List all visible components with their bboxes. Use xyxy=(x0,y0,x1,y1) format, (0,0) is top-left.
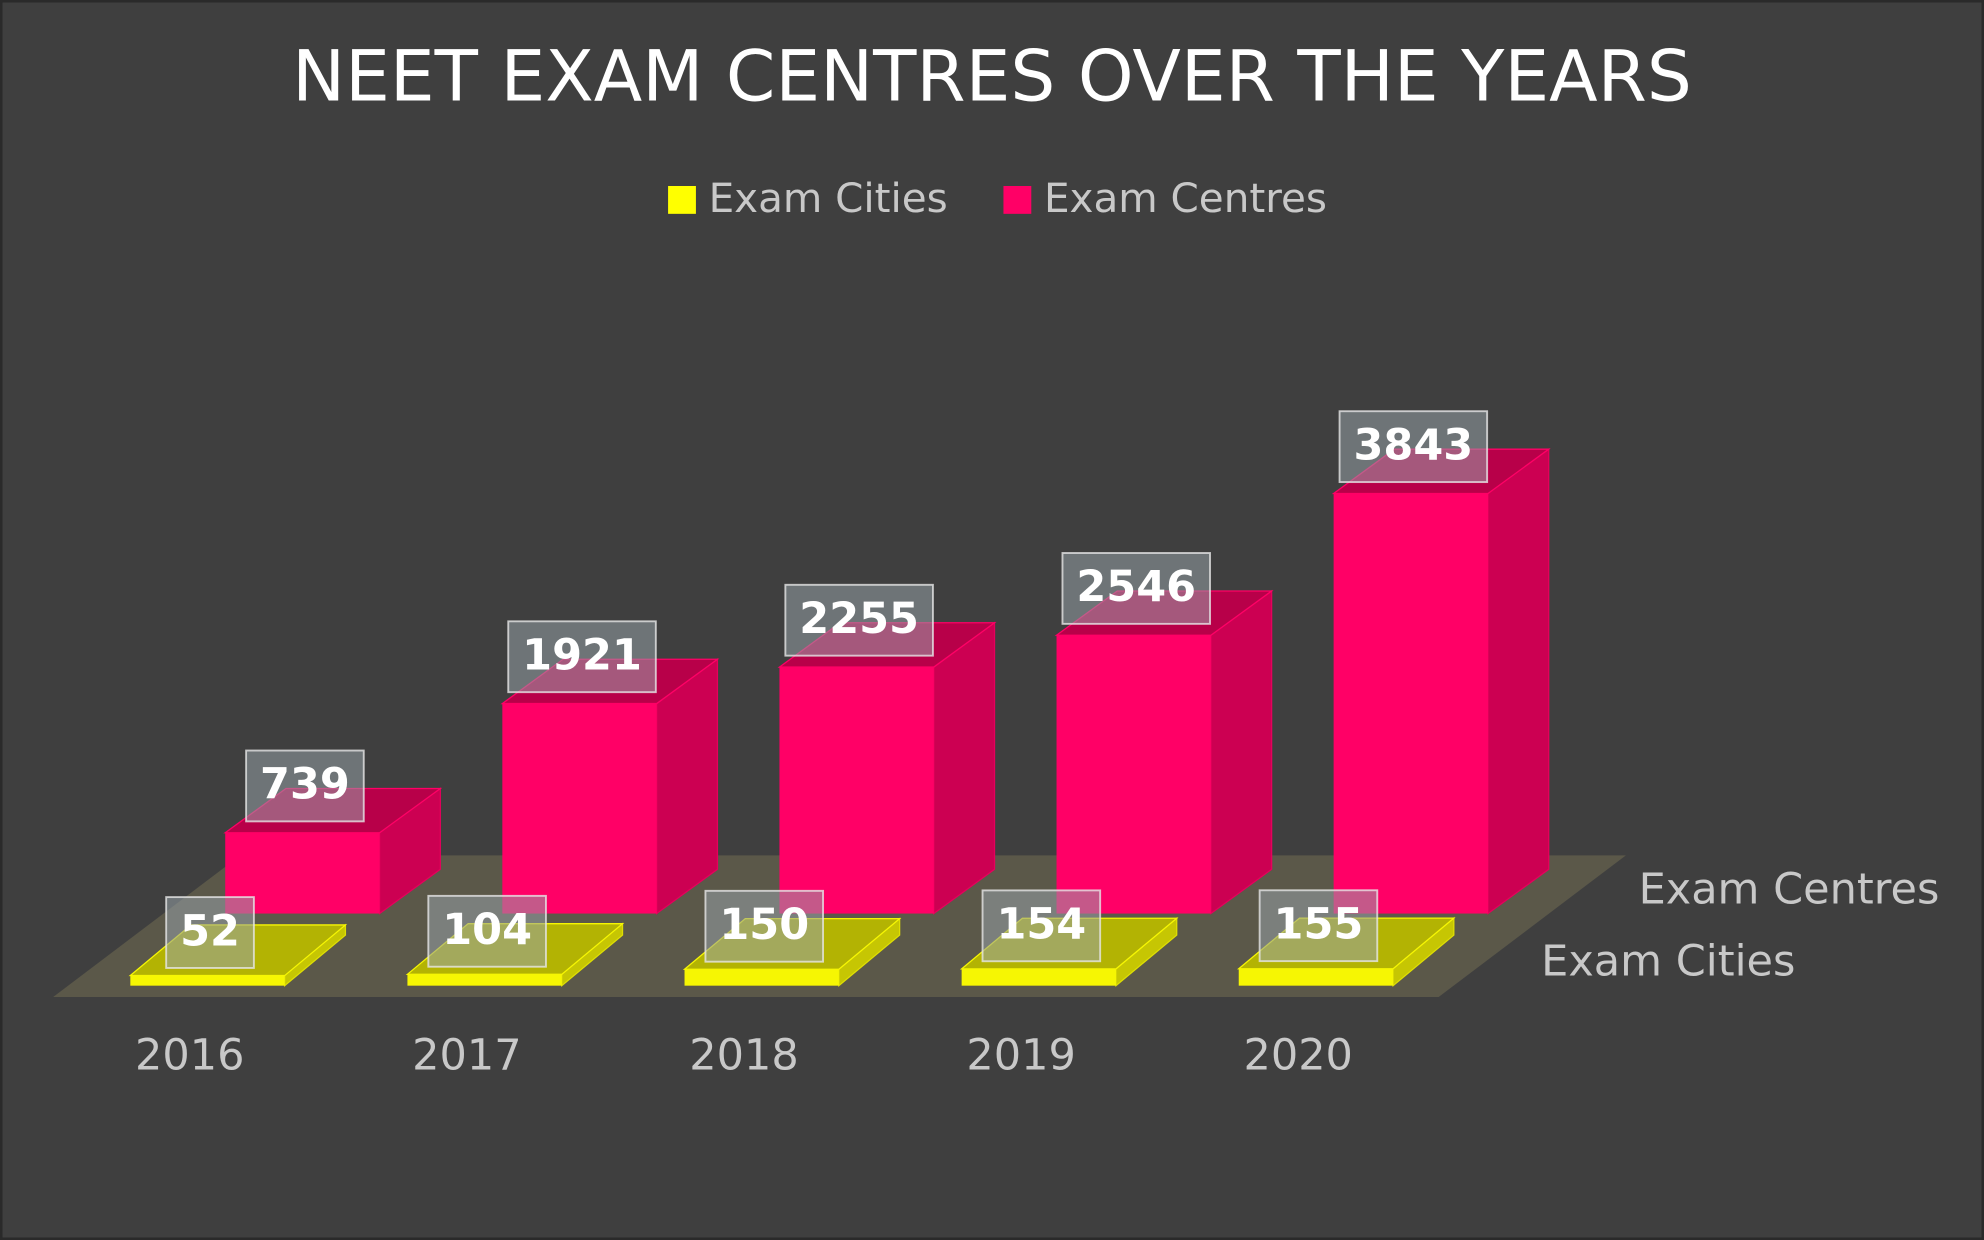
value-label: 1921 xyxy=(522,631,642,681)
x-tick-label: 2016 xyxy=(135,1030,244,1080)
value-label: 2546 xyxy=(1076,562,1196,612)
bar xyxy=(1331,447,1551,915)
value-label-box xyxy=(704,889,825,963)
legend-label: Exam Cities xyxy=(709,174,948,222)
bar xyxy=(500,658,720,915)
bar-front xyxy=(1056,635,1211,914)
bar-front xyxy=(779,667,934,914)
x-tick-label: 2020 xyxy=(1243,1030,1352,1080)
chart-title: NEET EXAM CENTRES OVER THE YEARS xyxy=(292,35,1692,118)
depth-tick-label: Exam Centres xyxy=(1639,865,1940,915)
bar-front xyxy=(407,974,562,986)
value-label: 52 xyxy=(180,906,240,956)
value-label-box xyxy=(981,889,1102,963)
bar xyxy=(1054,589,1274,915)
x-tick-label: 2018 xyxy=(689,1030,798,1080)
value-label: 154 xyxy=(996,900,1086,950)
depth-tick-label: Exam Cities xyxy=(1541,937,1795,987)
legend-swatch xyxy=(1003,186,1032,214)
value-label: 155 xyxy=(1274,899,1364,949)
bar-side xyxy=(933,621,996,915)
bar-front xyxy=(961,968,1116,986)
value-label-box xyxy=(427,894,547,968)
value-label-box xyxy=(1061,552,1211,625)
legend: Exam Cities Exam Centres xyxy=(668,174,1327,222)
value-label-box xyxy=(784,583,934,657)
value-label-box xyxy=(1258,889,1379,963)
bar-front xyxy=(130,975,285,986)
value-label: 150 xyxy=(719,900,809,950)
value-label: 104 xyxy=(442,905,532,955)
value-label-box xyxy=(1338,410,1489,484)
legend-label: Exam Centres xyxy=(1044,174,1327,222)
x-tick-label: 2017 xyxy=(412,1030,521,1080)
x-tick-label: 2019 xyxy=(966,1030,1075,1080)
bar xyxy=(777,621,997,915)
bar-side xyxy=(1210,589,1273,915)
bar-front xyxy=(1238,968,1394,986)
bar-side xyxy=(1487,447,1550,915)
value-label: 739 xyxy=(260,760,350,810)
value-label: 3843 xyxy=(1353,420,1473,470)
legend-swatch xyxy=(668,186,696,214)
bar-front xyxy=(502,703,657,914)
bar-front xyxy=(1333,493,1488,914)
value-label-box xyxy=(507,620,657,694)
bar-front xyxy=(684,969,839,986)
value-label: 2255 xyxy=(799,594,919,644)
value-label-box xyxy=(165,896,255,969)
value-label-box xyxy=(245,749,365,823)
